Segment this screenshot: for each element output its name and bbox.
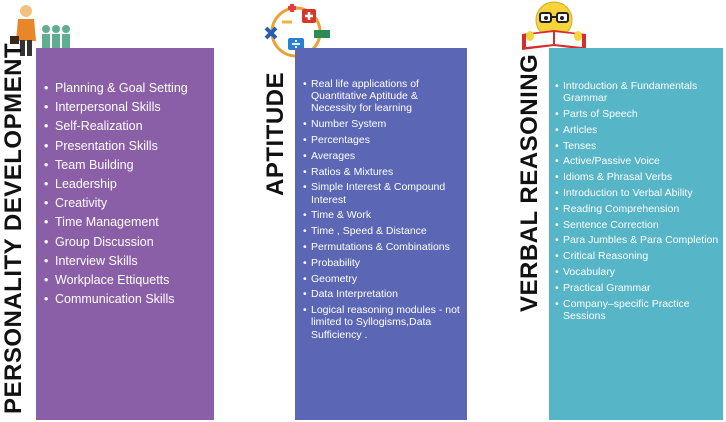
aptitude-panel: Real life applications of Quantitative A…: [295, 48, 467, 420]
list-item: Time Management: [44, 213, 214, 232]
list-item: Para Jumbles & Para Completion: [555, 234, 719, 246]
list-item: Practical Grammar: [555, 282, 719, 294]
list-item: Group Discussion: [44, 233, 214, 252]
list-item: Sentence Correction: [555, 219, 719, 231]
list-item: Interview Skills: [44, 252, 214, 271]
list-item: Workplace Ettiquetts: [44, 271, 214, 290]
list-item: Presentation Skills: [44, 137, 214, 156]
list-item: Critical Reasoning: [555, 250, 719, 262]
personality-development-panel: Planning & Goal SettingInterpersonal Ski…: [36, 48, 214, 420]
list-item: Creativity: [44, 194, 214, 213]
list-item: Planning & Goal Setting: [44, 79, 214, 98]
list-item: Data Interpretation: [303, 288, 461, 300]
list-item: Vocabulary: [555, 266, 719, 278]
list-item: Averages: [303, 150, 461, 162]
verbal-reasoning-list: Introduction & Fundamentals Grammar Parts…: [555, 80, 719, 322]
list-item: Team Building: [44, 156, 214, 175]
list-item: Reading Comprehension: [555, 203, 719, 215]
list-item: Number System: [303, 118, 461, 130]
list-item: Company–specific Practice Sessions: [555, 298, 719, 322]
list-item: Probability: [303, 257, 461, 269]
list-item: Interpersonal Skills: [44, 98, 214, 117]
list-item: Idioms & Phrasal Verbs: [555, 171, 719, 183]
list-item: Parts of Speech: [555, 108, 719, 120]
verbal-reasoning-panel: Introduction & Fundamentals Grammar Parts…: [549, 48, 723, 420]
personality-development-title: PERSONALITY DEVELOPMENT: [0, 42, 27, 414]
smiley-reading-book-icon: [522, 1, 586, 50]
list-item: Communication Skills: [44, 290, 214, 309]
list-item: Percentages: [303, 134, 461, 146]
list-item: Introduction to Verbal Ability: [555, 187, 719, 199]
list-item: Leadership: [44, 175, 214, 194]
list-item: Time , Speed & Distance: [303, 225, 461, 237]
personality-development-list: Planning & Goal SettingInterpersonal Ski…: [44, 79, 214, 310]
list-item: Real life applications of Quantitative A…: [303, 78, 461, 115]
list-item: Introduction & Fundamentals Grammar: [555, 80, 719, 104]
verbal-reasoning-title: VERBAL REASONING: [516, 53, 543, 312]
list-item: Articles: [555, 124, 719, 136]
list-item: Logical reasoning modules - not limited …: [303, 304, 461, 341]
list-item: Self-Realization: [44, 117, 214, 136]
aptitude-list: Real life applications of Quantitative A…: [303, 78, 461, 341]
aptitude-title: APTITUDE: [262, 72, 289, 196]
list-item: Ratios & Mixtures: [303, 166, 461, 178]
list-item: Permutations & Combinations: [303, 241, 461, 253]
list-item: Tenses: [555, 140, 719, 152]
list-item: Simple Interest & Compound Interest: [303, 181, 461, 205]
list-item: Time & Work: [303, 209, 461, 221]
list-item: Active/Passive Voice: [555, 155, 719, 167]
list-item: Geometry: [303, 273, 461, 285]
